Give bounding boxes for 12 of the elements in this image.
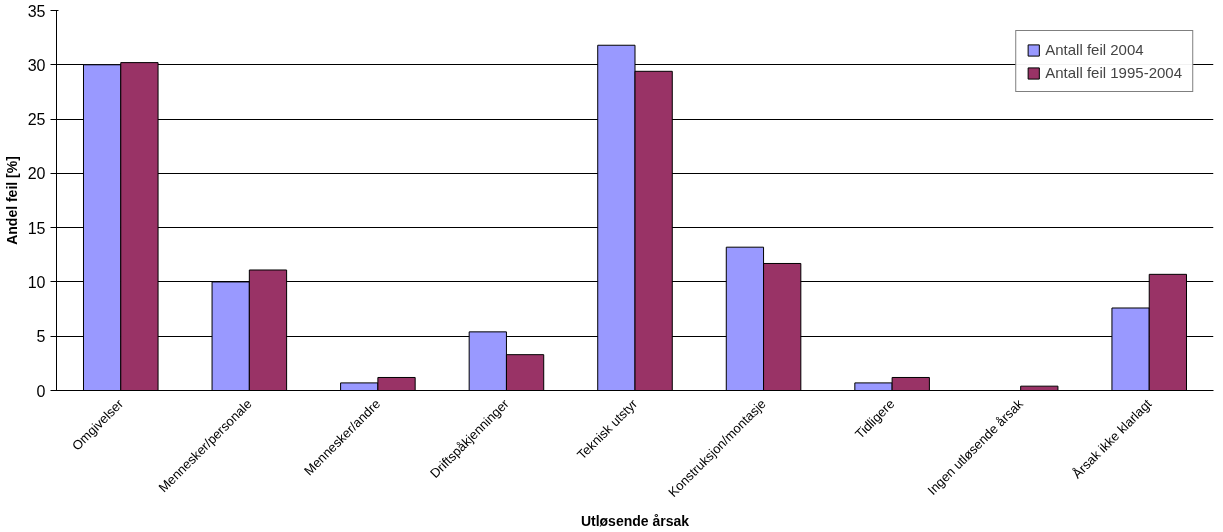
y-tick-label: 30 [27,56,46,74]
y-axis-title: Andel feil [%] [3,156,20,245]
y-tick-label: 20 [27,165,46,183]
y-tick-label: 35 [27,2,46,20]
legend-label: Antall feil 2004 [1045,41,1144,58]
y-tick-label: 5 [36,328,46,346]
y-tick-label: 0 [36,382,46,400]
y-tick-label: 15 [27,219,46,237]
x-axis-title: Utløsende årsak [580,513,690,530]
y-tick-label: 25 [27,111,46,129]
legend-label: Antall feil 1995-2004 [1045,64,1182,81]
y-tick-label: 10 [27,273,46,291]
